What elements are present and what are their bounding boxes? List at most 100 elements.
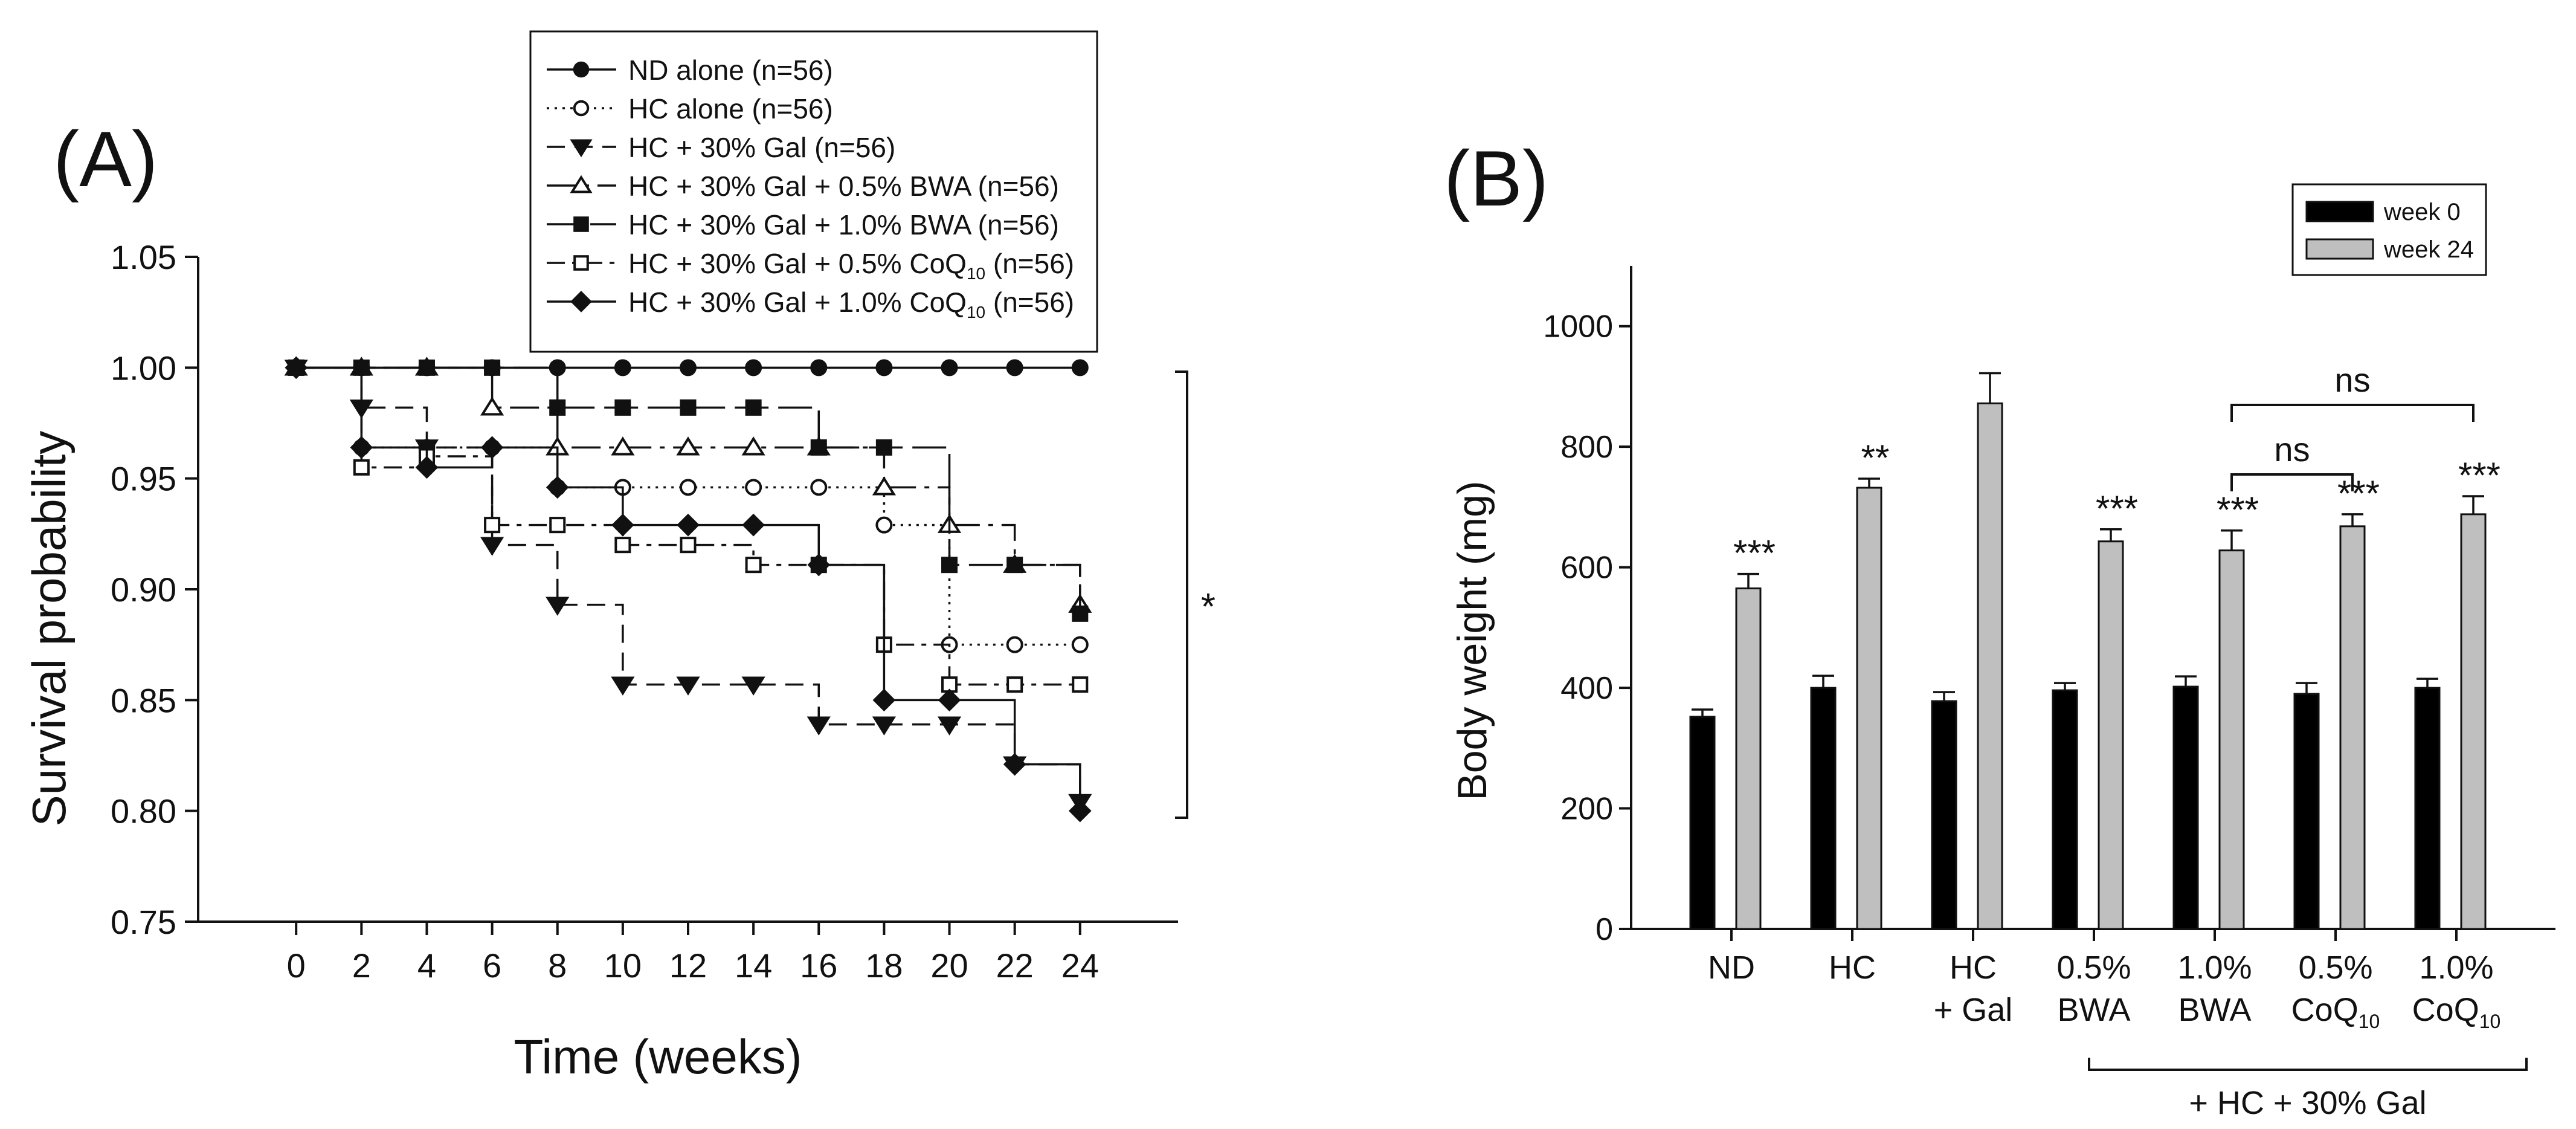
bar-week0 [2414, 687, 2441, 930]
body-weight-chart-panel: (B) Body weight (mg) 0 200 400 600 800 1000 N… [1444, 134, 2555, 1121]
y-tick-label: 0 [1596, 912, 1613, 947]
y-tick-label: 1000 [1543, 309, 1613, 345]
data-point-marker [350, 436, 373, 459]
error-bar [2417, 678, 2438, 688]
survival-chart-panel: (A) Survival probability Time (weeks) 0.… [22, 30, 1216, 1084]
comparison-bracket-line [2230, 404, 2475, 422]
significance-label: *** [2096, 488, 2138, 529]
error-bar [2054, 682, 2076, 691]
legend-entry-3: HC + 30% Gal (n=56) [547, 132, 895, 163]
data-point-marker [745, 479, 762, 496]
bar-week0 [2052, 689, 2078, 930]
weight-legend-entry-2: week 24 [2305, 236, 2474, 263]
data-point-marker [810, 479, 828, 496]
legend-entry-6: HC + 30% Gal + 0.5% CoQ10 (n=56) [547, 248, 1074, 283]
data-point-marker [353, 459, 370, 476]
legend-swatch [2305, 201, 2374, 222]
data-point-marker [570, 139, 593, 158]
data-point-marker [1006, 676, 1023, 693]
legend-entry-label: HC + 30% Gal + 1.0% CoQ10 (n=56) [628, 286, 1074, 322]
data-point-marker [614, 537, 631, 554]
survival-axes [185, 256, 1178, 935]
data-point-marker [484, 359, 501, 376]
data-point-marker [676, 436, 700, 456]
data-point-marker [418, 359, 435, 376]
survival-legend: ND alone (n=56) HC alone (n=56) HC + 30% G… [529, 30, 1098, 353]
data-point-marker [741, 676, 765, 696]
category-label-line2: CoQ10 [2291, 992, 2380, 1032]
weight-bars [1689, 372, 2487, 930]
x-tick-label: 4 [417, 946, 436, 985]
legend-entry-label: HC alone (n=56) [628, 93, 833, 125]
data-point-marker [742, 513, 765, 537]
y-tick-label: 0.90 [111, 571, 176, 609]
y-tick-label: 0.75 [111, 903, 176, 941]
data-point-marker [872, 476, 897, 496]
error-bar [1737, 572, 1759, 589]
data-point-marker [745, 359, 762, 377]
data-point-marker [484, 517, 501, 534]
survival-x-tick-labels: 0 2 4 6 8 10 12 14 16 18 20 22 24 [287, 946, 1099, 985]
legend-swatch [2305, 238, 2374, 260]
weight-legend-entry-1: week 0 [2305, 199, 2461, 225]
data-point-marker [1006, 359, 1023, 377]
data-point-marker [875, 516, 893, 534]
legend-entry-7: HC + 30% Gal + 1.0% CoQ10 (n=56) [547, 286, 1074, 322]
error-bar [2296, 682, 2317, 694]
significance-label: *** [2217, 490, 2259, 530]
data-point-marker [570, 291, 592, 312]
bar-week24 [2218, 549, 2245, 930]
legend-entry-label: HC + 30% Gal + 0.5% CoQ10 (n=56) [628, 248, 1074, 283]
data-point-marker [1068, 799, 1092, 823]
bar-week0 [1689, 716, 1716, 930]
legend-entry-label: HC + 30% Gal + 1.0% BWA (n=56) [628, 209, 1059, 241]
bar-week24 [1735, 587, 1762, 930]
data-point-marker [677, 513, 700, 537]
data-point-marker [480, 537, 504, 556]
data-point-marker [546, 597, 570, 616]
data-point-marker [1071, 636, 1089, 653]
legend-entry-label: week 0 [2383, 199, 2461, 225]
panel-b-label: (B) [1444, 134, 1548, 222]
data-point-marker [875, 359, 893, 377]
category-label-line1: 0.5% [2056, 949, 2131, 986]
data-point-marker [680, 359, 697, 377]
legend-entry-5: HC + 30% Gal + 1.0% BWA (n=56) [547, 209, 1059, 241]
bar-week0 [2172, 685, 2199, 930]
y-tick-label: 0.80 [111, 792, 176, 830]
legend-entry-label: week 24 [2383, 236, 2474, 263]
data-point-marker [937, 716, 962, 736]
survival-step-line [296, 366, 1081, 605]
error-bar [2221, 529, 2243, 551]
significance-label: *** [2337, 473, 2380, 514]
data-point-marker [1072, 605, 1089, 622]
y-tick-label: 400 [1560, 671, 1613, 706]
data-point-marker [549, 517, 566, 534]
data-point-marker [875, 439, 892, 456]
data-point-marker [480, 436, 504, 459]
category-label-line1: HC [1829, 949, 1876, 986]
bar-week24 [1856, 487, 1882, 930]
data-point-marker [941, 359, 958, 377]
legend-entry-4: HC + 30% Gal + 0.5% BWA (n=56) [547, 170, 1059, 202]
data-point-marker [810, 359, 828, 377]
data-point-marker [938, 688, 961, 712]
category-label-line2: BWA [2178, 992, 2252, 1028]
error-bar [1692, 708, 1713, 717]
y-tick-label: 1.05 [111, 238, 176, 276]
weight-y-axis-label: Body weight (mg) [1449, 480, 1495, 800]
data-point-marker [676, 676, 700, 696]
weight-y-tick-labels: 0 200 400 600 800 1000 [1543, 309, 1613, 947]
category-label-line1: 0.5% [2298, 949, 2372, 986]
error-bar [1979, 372, 2001, 404]
data-point-marker [741, 436, 765, 456]
data-point-marker [549, 399, 566, 416]
error-bar [1812, 674, 1834, 688]
survival-series-5 [288, 359, 1089, 622]
x-tick-label: 0 [287, 946, 306, 985]
x-tick-label: 14 [735, 946, 772, 985]
data-point-marker [573, 61, 590, 78]
data-point-marker [611, 436, 635, 456]
data-point-marker [810, 439, 827, 456]
survival-step-line [296, 366, 1081, 802]
